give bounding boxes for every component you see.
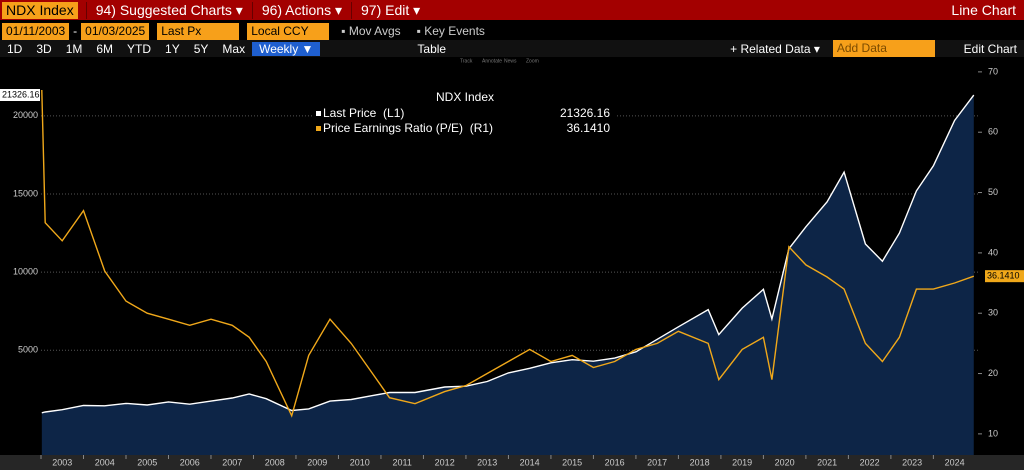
period-bar: 1D 3D 1M 6M YTD 1Y 5Y Max Weekly ▼ Table + Rela… (0, 40, 1024, 57)
field[interactable]: Last Px (157, 22, 240, 40)
y2-tick-label: 60 (988, 127, 998, 137)
y-tick-label: 10000 (13, 267, 38, 277)
y2-tick-label: 10 (988, 428, 998, 438)
line (41, 94, 975, 414)
y2-tick-label: 30 (988, 308, 998, 318)
x-tick-label: 2023 (902, 457, 922, 467)
x-tick-label: 2014 (520, 457, 540, 467)
legend-swatch (316, 126, 321, 131)
option-label: Mov Avgs (348, 24, 401, 38)
security[interactable]: NDX Index (2, 1, 78, 19)
period[interactable]: Max (222, 41, 246, 56)
last-value-box (985, 270, 1024, 283)
x-tick-label: 2024 (945, 457, 965, 467)
x-tick-label: 2021 (817, 457, 837, 467)
tool: Track (460, 58, 473, 64)
related-data[interactable]: + Related Data ▾ (730, 41, 820, 56)
x-tick-label: 2018 (690, 457, 710, 467)
legend-box (313, 85, 617, 141)
add-data[interactable]: Add Data (832, 40, 935, 57)
x-tick-label: 2020 (775, 457, 795, 467)
y-tick-label: 15000 (13, 188, 38, 198)
chart: Track Annotate News Zoom 5000 10000 15000 20000… (0, 58, 1024, 470)
tool: Zoom (526, 58, 539, 64)
option[interactable]: ▪ Key Events (416, 24, 485, 38)
x-tick-label: 2007 (222, 457, 242, 467)
x-tick-label: 2013 (477, 457, 497, 467)
x-tick-label: 2009 (307, 457, 327, 467)
y2-tick-label: 50 (988, 187, 998, 197)
edit-chart[interactable]: Edit Chart (963, 41, 1017, 56)
menu[interactable]: 94) Suggested Charts ▾ (85, 1, 252, 19)
view-name: Line Chart (951, 2, 1016, 18)
legend-label: Price Earnings Ratio (P/E) (R1) (323, 121, 493, 135)
period[interactable]: 1D (7, 41, 23, 56)
y-tick-label: 20000 (13, 110, 38, 120)
period[interactable]: 5Y (193, 41, 209, 56)
x-tick-label: 2016 (605, 457, 625, 467)
menu[interactable]: 97) Edit ▾ (351, 1, 429, 19)
x-tick-label: 2019 (732, 457, 752, 467)
tool: News (504, 58, 517, 64)
y2-tick-label: 20 (988, 368, 998, 378)
option-label: Key Events (424, 24, 485, 38)
line (41, 89, 975, 418)
x-tick-label: 2003 (52, 457, 72, 467)
x-tick-label: 2011 (393, 457, 412, 467)
x-axis-band (0, 455, 1024, 470)
currency[interactable]: Local CCY (247, 22, 330, 40)
area (41, 95, 974, 455)
x-tick-label: 2022 (860, 457, 880, 467)
period[interactable]: YTD (127, 41, 152, 56)
period[interactable]: 1Y (165, 41, 180, 56)
period[interactable]: 6M (96, 41, 114, 56)
y2-tick-label: 40 (988, 247, 998, 257)
legend-value: 36.1410 (567, 121, 611, 135)
last-value: 36.1410 (987, 271, 1020, 281)
dash: - (73, 24, 78, 38)
last-value-box (0, 89, 40, 101)
y2-tick-label: 70 (988, 66, 998, 76)
x-tick-label: 2017 (647, 457, 667, 467)
frequency[interactable]: Weekly ▼ (252, 41, 321, 56)
x-tick-label: 2012 (435, 457, 455, 467)
x-tick-label: 2015 (562, 457, 582, 467)
x-tick-label: 2008 (265, 457, 285, 467)
table-button[interactable]: Table (417, 41, 447, 56)
x-tick-label: 2004 (95, 457, 115, 467)
legend-swatch (316, 111, 321, 116)
start-date[interactable]: 01/11/2003 (2, 22, 70, 40)
settings-bar: 01/11/2003 - 01/03/2025 Last Px Local CC… (0, 22, 1024, 40)
periods: 1D 3D 1M 6M YTD 1Y 5Y Max (0, 42, 252, 56)
period[interactable]: 1M (65, 41, 83, 56)
last-value: 21326.16 (2, 89, 40, 99)
legend-title: NDX Index (436, 90, 494, 104)
x-tick-label: 2010 (350, 457, 370, 467)
y-tick-label: 5000 (18, 345, 38, 355)
legend-label: Last Price (L1) (323, 106, 404, 120)
menu[interactable]: 96) Actions ▾ (251, 1, 351, 19)
period[interactable]: 3D (36, 41, 52, 56)
end-date[interactable]: 01/03/2025 (81, 22, 150, 40)
x-tick-label: 2006 (180, 457, 200, 467)
title-bar: NDX Index 94) Suggested Charts ▾ 96) Act… (0, 0, 1024, 20)
x-tick-label: 2005 (137, 457, 157, 467)
option[interactable]: ▪ Mov Avgs (341, 24, 401, 38)
legend-value: 21326.16 (560, 106, 610, 120)
tool: Annotate (482, 58, 502, 64)
